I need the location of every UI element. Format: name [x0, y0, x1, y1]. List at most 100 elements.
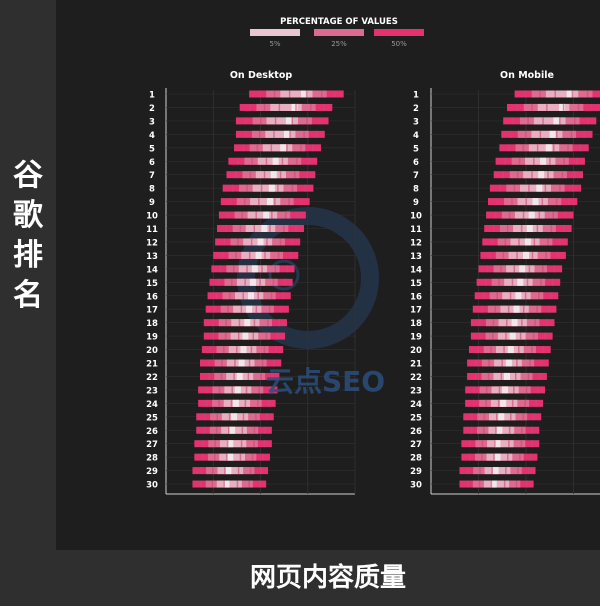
- heat-bar-stripe: [244, 130, 247, 138]
- heat-bar-stripe: [214, 440, 216, 448]
- rank-label: 19: [410, 333, 422, 343]
- heat-bar-stripe: [514, 372, 517, 380]
- heat-bar-stripe: [505, 332, 507, 340]
- heat-bar-stripe: [508, 440, 510, 448]
- heat-bar-stripe: [538, 292, 540, 300]
- heat-bar-stripe: [490, 238, 493, 246]
- heat-bar-stripe: [226, 453, 228, 461]
- heat-bar-stripe: [289, 251, 292, 259]
- heat-bar-stripe: [478, 480, 481, 488]
- heat-bar-stripe: [232, 265, 235, 273]
- heat-bar-stripe: [262, 453, 264, 461]
- heat-bar-stripe: [521, 319, 523, 327]
- heat-bar-stripe: [518, 346, 520, 354]
- heat-bar-stripe: [304, 184, 306, 192]
- heat-bar-stripe: [261, 265, 263, 273]
- heat-bar-center: [249, 278, 256, 286]
- heat-bar-stripe: [533, 157, 535, 165]
- heat-bar-stripe: [207, 372, 210, 380]
- heat-bar-center: [553, 117, 560, 125]
- rank-label: 29: [146, 467, 158, 477]
- heat-bar-light: [545, 90, 579, 98]
- heat-bar-stripe: [520, 225, 523, 232]
- heat-bar-stripe: [531, 103, 533, 111]
- heat-bar-stripe: [217, 278, 220, 286]
- heat-bar-stripe: [278, 103, 281, 111]
- heat-bar-stripe: [516, 103, 518, 111]
- heat-bar-center: [300, 90, 307, 98]
- rank-label: 25: [146, 413, 158, 423]
- heat-bar-light: [531, 130, 563, 138]
- rank-label: 29: [410, 467, 422, 477]
- heat-bar-stripe: [284, 211, 287, 219]
- heat-bar-stripe: [541, 198, 544, 206]
- panel-title: On Mobile: [500, 70, 554, 81]
- heat-bar-stripe: [234, 359, 236, 367]
- heat-bar-stripe: [242, 292, 245, 300]
- rank-label: 19: [146, 333, 158, 343]
- heat-bar-center: [234, 386, 241, 394]
- rank-label: 30: [410, 481, 422, 491]
- heat-bar-center: [538, 171, 545, 179]
- heat-bar-stripe: [315, 130, 318, 138]
- rank-label: 13: [410, 252, 422, 262]
- heat-bar-stripe: [255, 305, 258, 313]
- heat-bar-stripe: [238, 319, 241, 327]
- heat-bar-center: [227, 453, 234, 461]
- heat-bar-stripe: [564, 211, 567, 219]
- heat-bar-stripe: [220, 372, 223, 380]
- heat-bar-stripe: [533, 238, 536, 246]
- heat-bar-stripe: [278, 319, 281, 327]
- heat-bar-stripe: [513, 265, 516, 273]
- heat-bar-stripe: [506, 319, 508, 327]
- heat-bar-stripe: [521, 426, 523, 434]
- heat-bar-stripe: [481, 305, 483, 313]
- heat-bar-stripe: [211, 480, 214, 488]
- rank-label: 5: [413, 144, 419, 154]
- heat-bar-stripe: [515, 480, 518, 488]
- heat-bar-stripe: [469, 440, 471, 448]
- heat-bar-stripe: [553, 265, 556, 273]
- rank-label: 13: [146, 252, 158, 262]
- heat-bar-stripe: [227, 305, 229, 313]
- heat-bar-stripe: [279, 238, 282, 246]
- heat-bar-stripe: [291, 117, 293, 125]
- heat-bar-stripe: [239, 225, 242, 232]
- heat-bar-stripe: [203, 413, 206, 421]
- rank-label: 21: [146, 360, 158, 370]
- heat-bar-stripe: [483, 292, 485, 300]
- heat-bar-stripe: [504, 238, 507, 246]
- heat-bar-stripe: [506, 225, 509, 232]
- heat-bar-center: [511, 319, 518, 327]
- heat-bar-stripe: [280, 305, 283, 313]
- rank-label: 6: [413, 158, 419, 168]
- heat-bar-stripe: [248, 359, 251, 367]
- heat-bar-stripe: [513, 184, 516, 192]
- heat-bar-stripe: [206, 386, 208, 394]
- heat-bar-stripe: [253, 426, 256, 434]
- heat-bar-stripe: [535, 399, 537, 407]
- heat-bar-stripe: [494, 305, 497, 313]
- heat-bar-stripe: [265, 332, 268, 340]
- heat-bar-stripe: [485, 386, 488, 394]
- heat-bar-stripe: [488, 359, 490, 367]
- heat-bar-stripe: [227, 426, 230, 434]
- heat-bar-stripe: [539, 90, 541, 98]
- rank-label: 24: [146, 400, 158, 410]
- heat-bar-stripe: [334, 90, 336, 98]
- heat-bar-stripe: [288, 90, 291, 98]
- heat-bar-stripe: [248, 103, 251, 111]
- heat-bar-stripe: [496, 198, 499, 206]
- heat-bar-center: [225, 467, 232, 475]
- heat-bar-stripe: [483, 426, 485, 434]
- heat-bar-stripe: [527, 372, 530, 380]
- heat-bar-stripe: [528, 184, 530, 192]
- heat-bar-light: [270, 103, 302, 111]
- heat-bar-light: [528, 144, 560, 152]
- rank-label: 23: [410, 386, 422, 396]
- chart-area: PERCENTAGE OF VALUES 5% 25% 50% On Desktop 1 2…: [56, 0, 600, 550]
- heat-bar-stripe: [527, 117, 529, 125]
- heat-bar-stripe: [551, 278, 554, 286]
- heat-bar-center: [248, 292, 255, 300]
- heat-bar-stripe: [277, 184, 279, 192]
